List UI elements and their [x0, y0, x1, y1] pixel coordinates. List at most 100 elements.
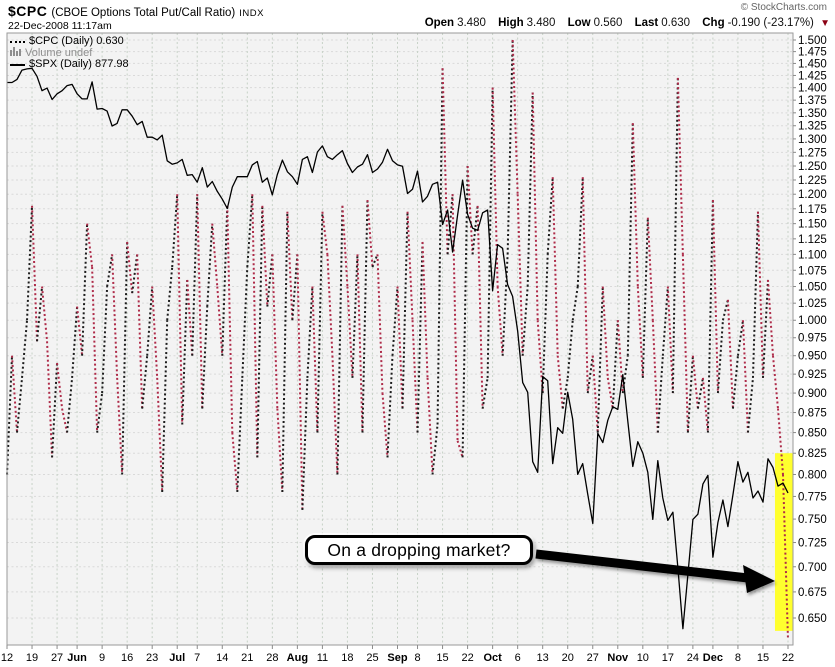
chart-title: $CPC (CBOE Options Total Put/Call Ratio) I… — [8, 3, 264, 21]
y-axis-label: 0.750 — [798, 514, 827, 526]
y-axis-label: 1.125 — [798, 234, 827, 246]
y-axis-label: 1.225 — [798, 175, 827, 187]
open-label: Open — [424, 17, 455, 29]
chart-datetime: 22-Dec-2008 11:17am — [8, 20, 112, 32]
legend-spx-label: $SPX (Daily) 877.98 — [29, 58, 129, 70]
x-axis-label: 27 — [587, 652, 599, 664]
x-axis-labels: 12 19 27 Jun 9 16 23 Jul 7 14 21 28 Aug 11 18 25 Sep 8 15 2… — [1, 645, 794, 664]
x-axis-label: 21 — [241, 652, 253, 664]
open-value: 3.480 — [457, 17, 486, 29]
x-axis-label: 22 — [461, 652, 473, 664]
y-axis-label: 1.075 — [798, 265, 827, 277]
y-axis-label: 1.000 — [798, 315, 827, 327]
y-axis-label: 0.950 — [798, 351, 827, 363]
exchange-label: INDX — [239, 8, 264, 19]
copyright-label: © StockCharts.com — [740, 2, 827, 13]
last-value: 0.630 — [661, 17, 691, 29]
y-axis-label: 1.400 — [798, 83, 827, 95]
y-axis-label: 1.175 — [798, 204, 827, 216]
x-axis-label: 7 — [194, 652, 200, 664]
y-axis-label: 1.100 — [798, 249, 827, 261]
last-label: Last — [634, 17, 659, 29]
y-axis-label: 0.725 — [798, 538, 827, 550]
x-axis-label: 15 — [757, 652, 769, 664]
x-axis-label: 14 — [216, 652, 228, 664]
y-axis-label: 0.650 — [798, 613, 827, 625]
y-axis-label: 1.275 — [798, 147, 827, 159]
x-axis-label: 20 — [562, 652, 574, 664]
y-axis-label: 0.850 — [798, 428, 827, 440]
change-down-icon: ▼ — [820, 18, 830, 29]
annotation-callout: On a dropping market? — [305, 535, 533, 565]
legend-volume-label: Volume undef — [25, 46, 93, 59]
annotation-arrow — [535, 549, 775, 593]
y-axis-label: 1.375 — [798, 95, 827, 107]
x-axis-label: 11 — [317, 652, 328, 664]
x-axis-label: 19 — [26, 652, 38, 664]
chart-header: $CPC (CBOE Options Total Put/Call Ratio) I… — [0, 0, 835, 33]
y-axis-label: 0.700 — [798, 562, 827, 574]
chg-label: Chg — [702, 17, 725, 29]
plot-border — [6, 32, 794, 646]
y-axis-label: 0.975 — [798, 333, 827, 345]
x-axis-label: 18 — [341, 652, 353, 664]
y-axis-label: 0.900 — [798, 388, 827, 400]
x-axis-label: Sep — [387, 652, 407, 664]
x-axis-label: 13 — [537, 652, 549, 664]
x-axis-label: Nov — [607, 652, 629, 664]
y-axis-label: 1.150 — [798, 219, 827, 231]
y-axis-label: 1.425 — [798, 70, 827, 82]
x-axis-label: Dec — [703, 652, 723, 664]
chg-value: -0.190 (-23.17%) — [727, 17, 814, 29]
legend-item-volume: Volume undef — [10, 46, 129, 60]
x-axis-label: 27 — [51, 652, 63, 664]
high-value: 3.480 — [526, 17, 556, 29]
x-axis-label: 16 — [121, 652, 133, 664]
x-axis-label: 22 — [782, 652, 794, 664]
x-axis-label: 25 — [366, 652, 378, 664]
y-axis-label: 1.025 — [798, 298, 827, 310]
y-axis-label: 0.875 — [798, 408, 827, 420]
y-axis-label: 0.925 — [798, 369, 827, 381]
x-axis-label: 6 — [515, 652, 521, 664]
y-axis-label: 1.325 — [798, 121, 827, 133]
y-axis-label: 0.800 — [798, 469, 827, 481]
quote-summary: Open 3.480 High 3.480 Low 0.560 Last 0.630 C… — [425, 17, 830, 29]
x-axis-label: 8 — [735, 652, 741, 664]
low-label: Low — [567, 17, 591, 29]
x-axis-label: Jun — [67, 652, 87, 664]
y-axis-label: 0.825 — [798, 448, 827, 460]
x-axis-label: 15 — [436, 652, 448, 664]
x-axis-label: 23 — [146, 652, 158, 664]
legend-item-spx: $SPX (Daily) 877.98 — [10, 58, 129, 71]
y-axis-label: 0.675 — [798, 587, 827, 599]
y-axis-label: 1.250 — [798, 161, 827, 173]
x-axis-label: 17 — [662, 652, 674, 664]
y-axis-label: 1.475 — [798, 47, 827, 59]
x-axis-label: 24 — [687, 652, 699, 664]
volume-bars-icon — [10, 47, 21, 60]
dotted-line-swatch-icon — [10, 40, 25, 43]
chart-legend: $CPC (Daily) 0.630 Volume undef $SPX (Da… — [10, 35, 129, 71]
y-axis-label: 1.350 — [798, 108, 827, 120]
x-axis-label: 12 — [1, 652, 13, 664]
y-axis-label: 1.050 — [798, 282, 827, 294]
x-axis-label: Jul — [169, 652, 185, 664]
x-axis-label: Aug — [287, 652, 308, 664]
solid-line-swatch-icon — [10, 63, 25, 66]
y-axis-label: 1.200 — [798, 189, 827, 201]
cpc-series-line — [6, 39, 789, 640]
highlight-band — [774, 453, 793, 631]
annotation-text: On a dropping market? — [327, 539, 511, 560]
y-axis-label: 0.775 — [798, 491, 827, 503]
y-axis-label: 1.500 — [798, 35, 827, 47]
x-axis-label: 9 — [99, 652, 105, 664]
symbol-ticker: $CPC — [8, 3, 48, 19]
x-axis-label: 10 — [637, 652, 649, 664]
x-axis-label: 28 — [266, 652, 278, 664]
x-axis-label: Oct — [483, 652, 502, 664]
y-axis-label: 1.300 — [798, 134, 827, 146]
y-axis-labels: 1.5001.4751.4501.4251.4001.3751.3501.325… — [793, 35, 827, 625]
